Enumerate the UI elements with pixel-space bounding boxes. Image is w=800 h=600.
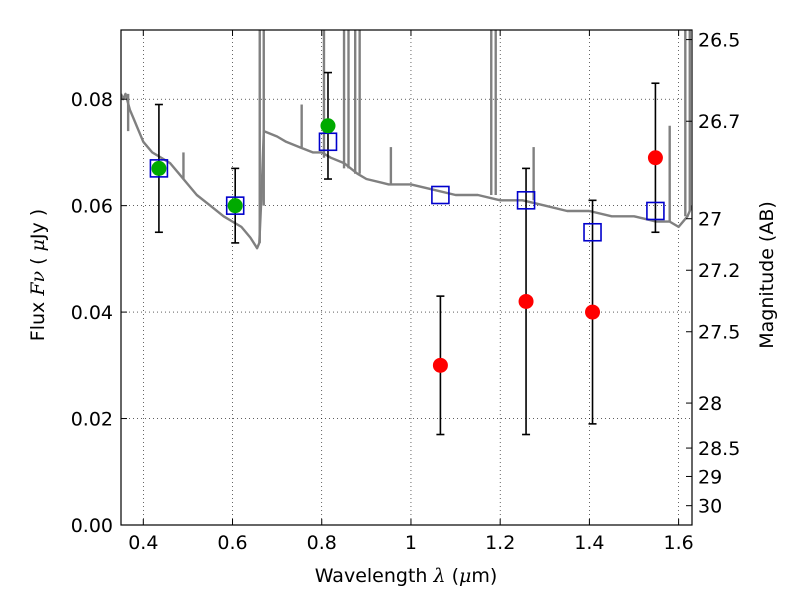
model-square bbox=[149, 159, 169, 178]
model-square bbox=[646, 201, 665, 221]
green-data-point bbox=[320, 118, 336, 134]
errorbars bbox=[154, 71, 660, 436]
y-tick-label: 0.08 bbox=[71, 89, 113, 111]
right-axis-label: Magnitude (AB) bbox=[756, 201, 778, 349]
y-tick-label: 0.06 bbox=[71, 196, 113, 218]
x-tick-label: 1.6 bbox=[664, 532, 694, 554]
x-tick-label: 0.4 bbox=[128, 532, 158, 554]
x-tick-label: 0.8 bbox=[307, 532, 337, 554]
right-tick-label: 28 bbox=[698, 393, 722, 415]
red-data-point bbox=[518, 293, 534, 309]
model-square bbox=[516, 191, 536, 210]
right-tick-label: 27 bbox=[698, 209, 722, 231]
model-squares bbox=[149, 132, 665, 242]
right-tick-label: 26.7 bbox=[698, 111, 740, 133]
x-axis-label: Wavelength λ (μm) bbox=[315, 565, 498, 587]
y-axis-label: Flux Fν ( μJy ) bbox=[27, 209, 49, 341]
right-tick-label: 28.5 bbox=[698, 438, 740, 460]
red-data-point bbox=[432, 357, 448, 373]
right-tick-label: 27.5 bbox=[698, 322, 740, 344]
model-spectrum bbox=[121, 30, 692, 250]
axis-ticks: 0.4 0.6 0.8 1 1.2 1.4 1.6 0.00 0.02 0.04 0.06 0.08 2… bbox=[71, 30, 741, 554]
red-data-point bbox=[585, 304, 601, 320]
spectrum-line bbox=[121, 92, 692, 250]
model-square bbox=[583, 222, 602, 242]
x-tick-label: 1.4 bbox=[574, 532, 604, 554]
red-data-point bbox=[647, 150, 663, 166]
y-tick-label: 0.02 bbox=[71, 409, 113, 431]
green-data-point bbox=[151, 160, 167, 176]
y-tick-label: 0.00 bbox=[71, 515, 113, 537]
right-tick-label: 30 bbox=[698, 496, 722, 518]
data-points bbox=[151, 118, 663, 373]
y-tick-label: 0.04 bbox=[71, 302, 113, 324]
x-tick-label: 0.6 bbox=[217, 532, 247, 554]
x-tick-label: 1.2 bbox=[485, 532, 515, 554]
right-tick-label: 29 bbox=[698, 466, 722, 488]
green-data-point bbox=[227, 198, 243, 214]
x-tick-label: 1 bbox=[405, 532, 417, 554]
model-square bbox=[225, 196, 245, 215]
right-tick-label: 27.2 bbox=[698, 260, 740, 282]
plot-frame bbox=[120, 29, 693, 526]
right-tick-label: 26.5 bbox=[698, 30, 740, 52]
grid-lines bbox=[121, 30, 692, 526]
model-square bbox=[431, 185, 450, 205]
